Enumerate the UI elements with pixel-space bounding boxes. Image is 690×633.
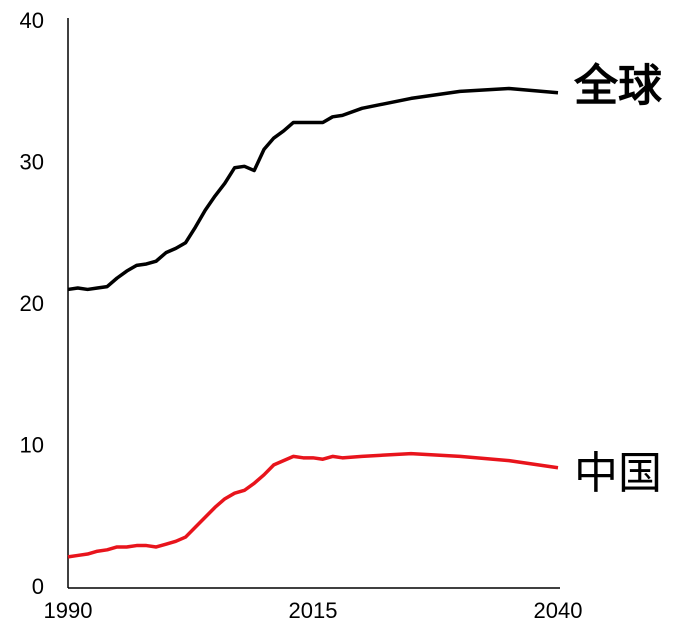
y-tick-label: 30: [20, 149, 44, 174]
x-tick-label: 2015: [289, 598, 338, 623]
series-line: [67, 86, 559, 292]
x-tick-label: 1990: [44, 598, 93, 623]
x-tick-label: 2040: [534, 598, 583, 623]
series-label: 全球: [573, 60, 663, 110]
y-tick-label: 40: [20, 8, 44, 33]
series-label: 中国: [574, 449, 662, 498]
y-tick-label: 20: [20, 291, 44, 316]
series-line: [67, 451, 559, 559]
y-tick-label: 10: [20, 432, 44, 457]
y-tick-label: 0: [32, 574, 44, 599]
